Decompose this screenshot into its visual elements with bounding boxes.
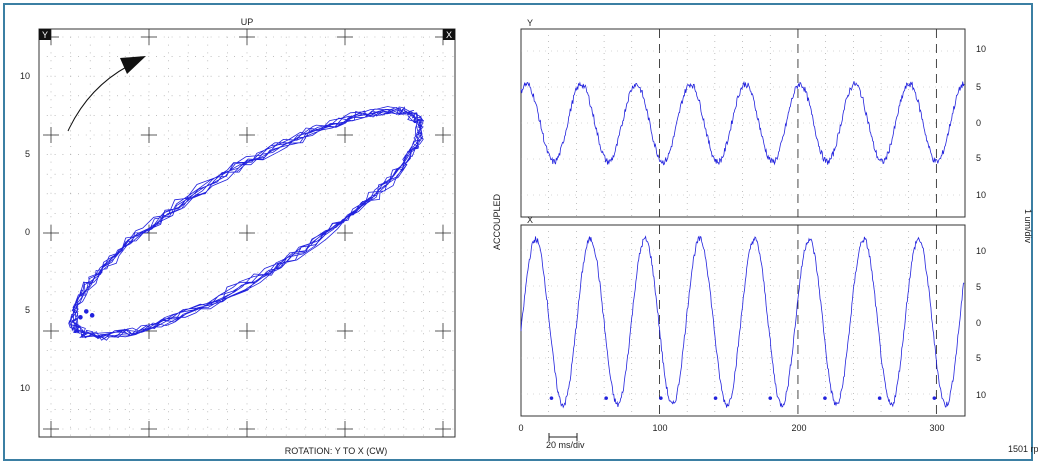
- orbit-trace: [68, 106, 424, 341]
- x-series-label: X: [527, 215, 533, 225]
- orbit-y-tick: 10: [20, 383, 30, 393]
- accoupled-label: ACCOUPLED: [492, 193, 502, 250]
- y-timebase-tick: 0: [976, 118, 981, 128]
- x-keyphasor-dot: [713, 396, 718, 400]
- y-series-label: Y: [527, 18, 533, 28]
- x-keyphasor-dot: [932, 396, 937, 400]
- x-timebase-tick: 5: [976, 353, 981, 363]
- x-keyphasor-dot: [659, 396, 663, 400]
- y-timebase-tick: 10: [976, 190, 986, 200]
- timebase-grid: [521, 29, 965, 416]
- y-timebase-tick: 5: [976, 153, 981, 163]
- speed-label: 1501 rpm: [1008, 444, 1038, 454]
- rotation-arrow: [67, 56, 146, 132]
- orbit-y-tick: 5: [25, 149, 30, 159]
- time-scale-label: 20 ms/div: [546, 440, 585, 450]
- orbit-x-axis-label: ROTATION: Y TO X (CW): [285, 446, 388, 456]
- x-keyphasor-dot: [604, 396, 608, 400]
- orbit-y-tick: 0: [25, 227, 30, 237]
- timebase-plots: Y X 10 5 0 5 10 10 5 0 5 10 0 100 200 30…: [492, 18, 1038, 454]
- x-keyphasor-dot: [823, 396, 827, 400]
- rotation-arrow-head: [120, 56, 146, 74]
- x-timebase-tick: 10: [976, 390, 986, 400]
- time-scale-marker: 20 ms/div: [546, 433, 585, 450]
- y-timebase-ticks: 10 5 0 5 10: [976, 44, 986, 200]
- time-axis-ticks: 0 100 200 300: [518, 423, 944, 433]
- x-timebase-tick: 10: [976, 246, 986, 256]
- x-timebase-area: [520, 224, 966, 417]
- x-keyphasor-dot: [877, 396, 882, 400]
- time-tick: 200: [791, 423, 806, 433]
- orbit-corner-x-box: [443, 29, 455, 40]
- keyphasor-dots: [78, 309, 95, 320]
- keyphasor-dot: [83, 309, 89, 314]
- orbit-corner-y-box: [39, 29, 51, 40]
- amplitude-scale-label: 1 um/div: [1023, 209, 1033, 244]
- y-waveform: [520, 80, 965, 166]
- x-timebase-tick: 5: [976, 282, 981, 292]
- orbit-plot: UP Y X 10 5 0 5 10 ROTATION: Y TO X (CW): [20, 17, 456, 456]
- orbit-y-ticks: 10 5 0 5 10: [20, 71, 30, 393]
- time-tick: 0: [518, 423, 523, 433]
- orbit-y-tick: 5: [25, 305, 30, 315]
- keyphasor-dot: [78, 314, 83, 320]
- x-keyphasor-dot: [549, 396, 554, 400]
- orbit-corner-x-label: X: [446, 30, 452, 40]
- x-keyphasor-dots: [549, 396, 937, 400]
- x-keyphasor-dot: [768, 396, 773, 400]
- orbit-corner-y-label: Y: [42, 30, 48, 40]
- orbit-y-tick: 10: [20, 71, 30, 81]
- rotation-arrow-arc: [67, 65, 129, 132]
- keyphasor-dot: [89, 313, 95, 318]
- x-timebase-tick: 0: [976, 318, 981, 328]
- time-tick: 300: [929, 423, 944, 433]
- y-timebase-tick: 10: [976, 44, 986, 54]
- x-timebase-ticks: 10 5 0 5 10: [976, 246, 986, 400]
- time-tick: 100: [652, 423, 667, 433]
- x-waveform: [520, 235, 965, 409]
- y-timebase-tick: 5: [976, 82, 981, 92]
- orbit-title: UP: [241, 17, 254, 27]
- figure-frame: [3, 3, 1033, 461]
